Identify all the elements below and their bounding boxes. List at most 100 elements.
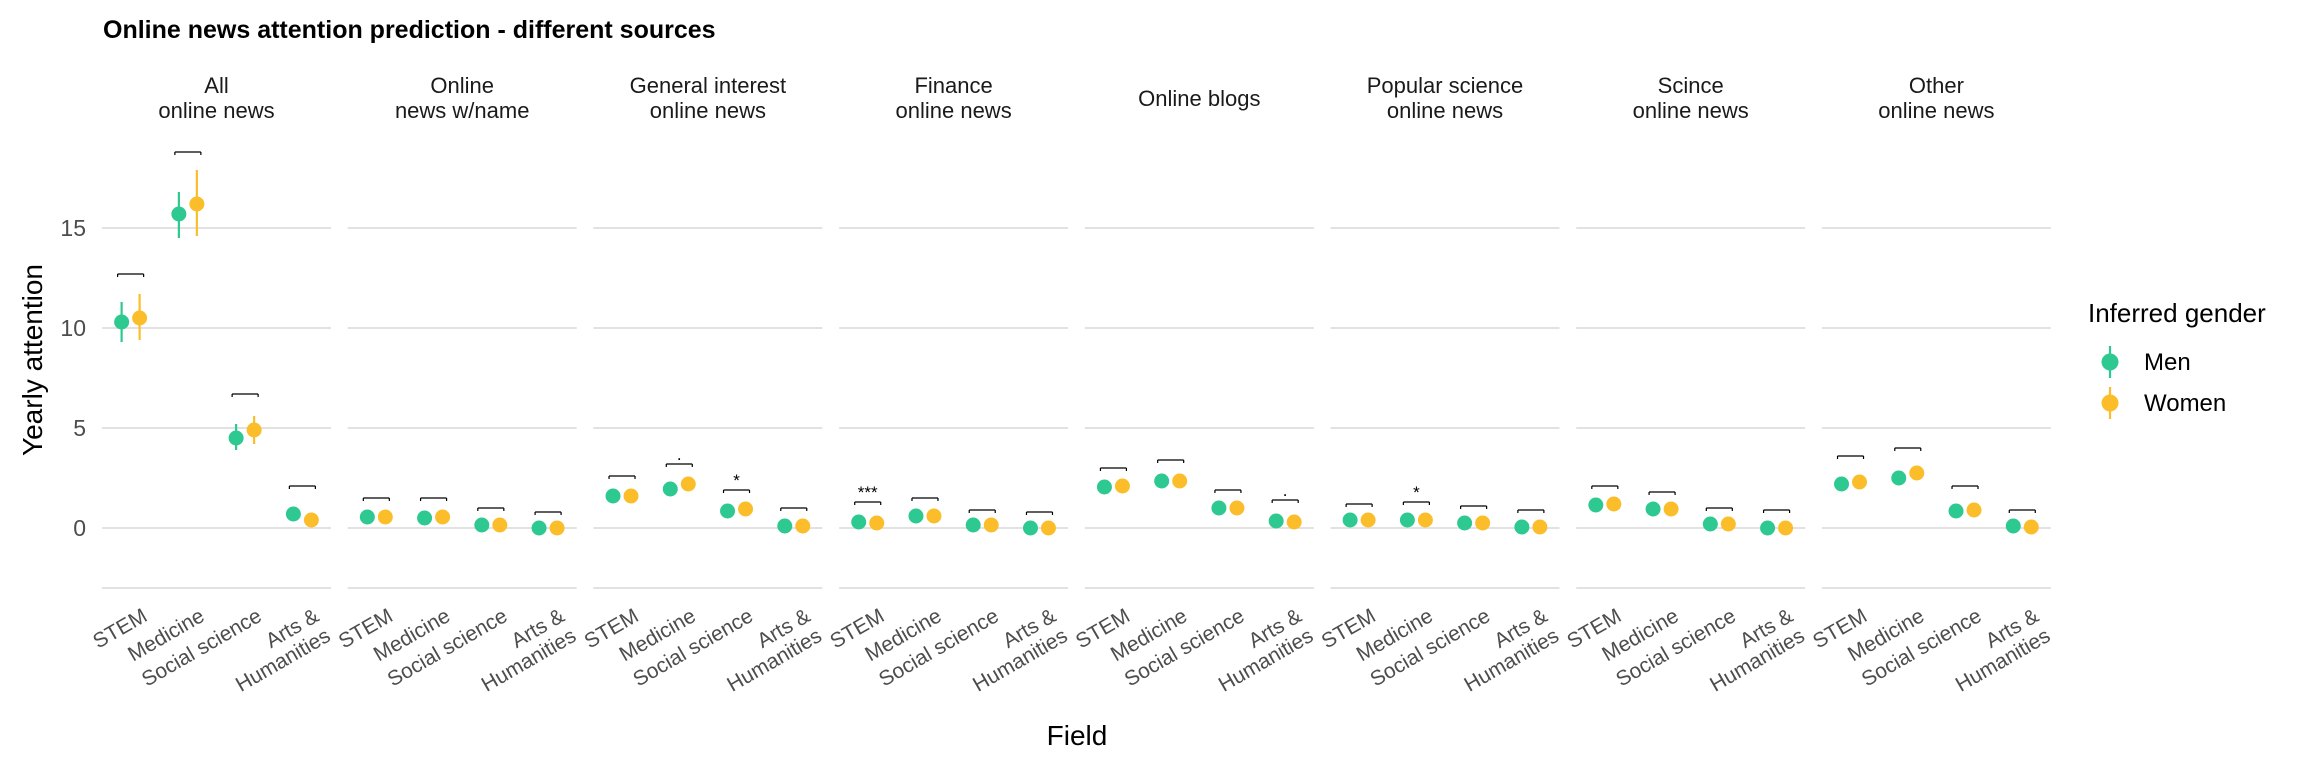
men-point [1399, 512, 1415, 528]
men-point [1342, 512, 1358, 528]
facet-title: Other [1909, 73, 1964, 98]
facet-title: online news [650, 98, 766, 123]
legend-entry-women: Women [2101, 387, 2226, 419]
y-axis-title: Yearly attention [17, 264, 48, 456]
women-point [680, 476, 696, 492]
men-point [1211, 500, 1227, 516]
y-tick-label: 5 [73, 415, 86, 441]
significance-label: *** [858, 483, 878, 502]
legend-label: Women [2144, 390, 2226, 417]
women-point [869, 515, 885, 531]
significance-label: * [733, 471, 740, 490]
x-axis-title: Field [1047, 720, 1108, 751]
women-point [926, 508, 942, 524]
women-point [246, 422, 262, 438]
women-point [377, 509, 393, 525]
women-point [492, 517, 508, 533]
men-point [2005, 518, 2021, 534]
men-point [777, 518, 793, 534]
women-point [1909, 465, 1925, 481]
men-point [1834, 476, 1850, 492]
women-point [1229, 500, 1245, 516]
facet-title: online news [896, 98, 1012, 123]
men-point [1760, 520, 1776, 536]
legend-key-point [2101, 394, 2119, 412]
women-point [1606, 496, 1622, 512]
women-point [1417, 512, 1433, 528]
facet-title: online news [1878, 98, 1994, 123]
men-point [720, 503, 736, 519]
men-point [1588, 497, 1604, 513]
men-point [228, 430, 244, 446]
men-point [1514, 519, 1530, 535]
facet-title: online news [158, 98, 274, 123]
men-point [1268, 513, 1284, 529]
men-point [965, 517, 981, 533]
men-point [1457, 515, 1473, 531]
women-point [795, 518, 811, 534]
men-point [1154, 473, 1170, 489]
women-point [1966, 502, 1982, 518]
men-point [1096, 479, 1112, 495]
legend-entry-men: Men [2101, 346, 2191, 378]
legend: Inferred gender Men Women [2088, 298, 2266, 419]
women-point [1778, 520, 1794, 536]
legend-label: Men [2144, 349, 2191, 376]
men-point [605, 488, 621, 504]
women-point [303, 512, 319, 528]
women-point [1475, 515, 1491, 531]
women-point [1360, 512, 1376, 528]
facet-title: Online [430, 73, 494, 98]
men-point [171, 206, 187, 222]
men-point [531, 520, 547, 536]
women-point [189, 196, 205, 212]
women-point [549, 520, 565, 536]
women-point [623, 488, 639, 504]
facet-title: Scince [1658, 73, 1724, 98]
men-point [1891, 470, 1907, 486]
men-point [1645, 501, 1661, 517]
legend-entries: Men Women [2101, 346, 2226, 419]
facet-title: Finance [914, 73, 992, 98]
men-point [1022, 520, 1038, 536]
significance-label: * [1413, 483, 1420, 502]
facet-title: Popular science [1367, 73, 1524, 98]
facet-title: online news [1387, 98, 1503, 123]
women-point [1286, 514, 1302, 530]
y-tick-label: 10 [60, 315, 86, 341]
significance-label: . [1283, 481, 1288, 500]
y-tick-label: 0 [73, 515, 86, 541]
men-point [114, 314, 130, 330]
women-point [1172, 473, 1188, 489]
significance-label: . [677, 445, 682, 464]
men-point [851, 514, 867, 530]
women-point [1532, 519, 1548, 535]
facet-title: Online blogs [1138, 86, 1260, 111]
men-point [1948, 503, 1964, 519]
facet-title: online news [1633, 98, 1749, 123]
women-point [1040, 520, 1056, 536]
women-point [1720, 516, 1736, 532]
men-point [417, 510, 433, 526]
women-point [738, 501, 754, 517]
legend-title: Inferred gender [2088, 298, 2266, 328]
women-point [132, 310, 148, 326]
men-point [908, 508, 924, 524]
women-point [2023, 519, 2039, 535]
women-point [983, 517, 999, 533]
women-point [1852, 474, 1868, 490]
men-point [474, 517, 490, 533]
men-point [662, 481, 678, 497]
men-point [1702, 516, 1718, 532]
facet-title: General interest [630, 73, 787, 98]
